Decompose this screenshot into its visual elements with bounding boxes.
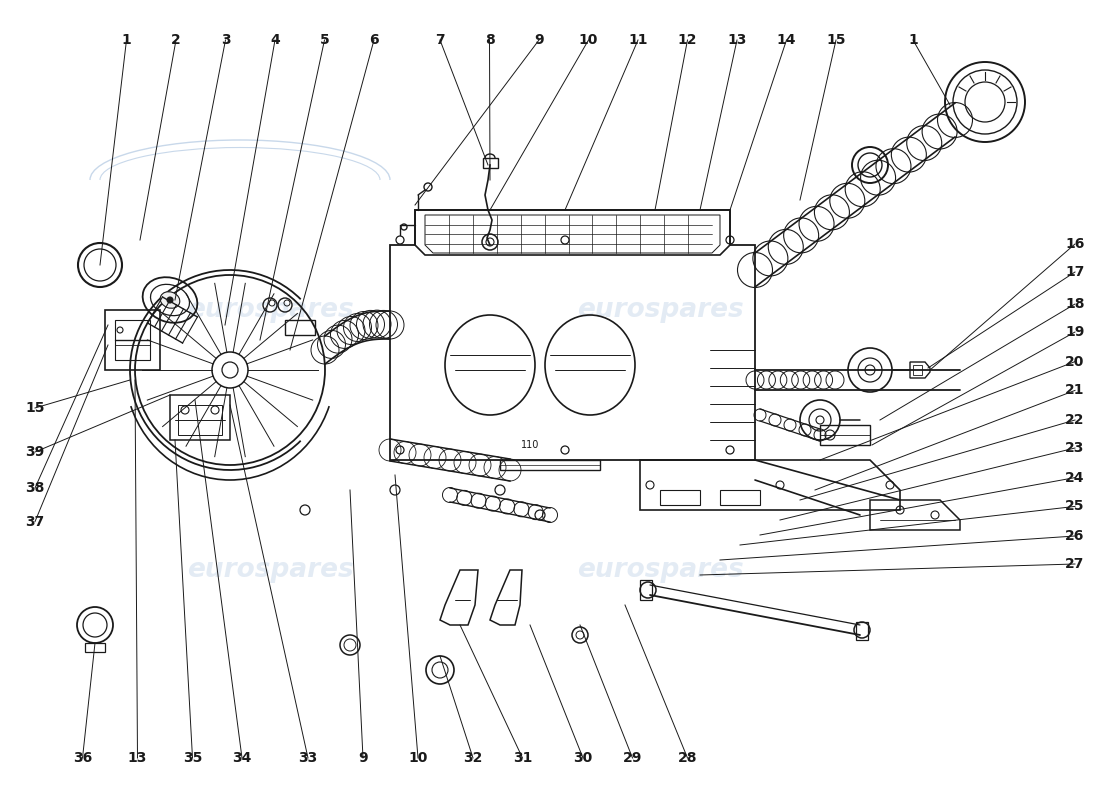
Text: 31: 31 [513,751,532,765]
Text: 13: 13 [727,33,747,47]
Text: 9: 9 [359,751,367,765]
Text: 15: 15 [25,401,45,415]
Text: 9: 9 [535,33,543,47]
Text: 35: 35 [183,751,202,765]
Ellipse shape [161,292,179,308]
Text: 25: 25 [1065,499,1085,514]
Text: 16: 16 [1065,237,1085,251]
Text: 4: 4 [271,33,279,47]
Text: eurospares: eurospares [576,297,744,323]
Text: 18: 18 [1065,297,1085,311]
Text: 30: 30 [573,751,593,765]
Text: 28: 28 [678,751,697,765]
Text: 10: 10 [408,751,428,765]
Text: 37: 37 [25,514,45,529]
Circle shape [167,297,173,303]
Text: 24: 24 [1065,470,1085,485]
Text: 7: 7 [436,33,444,47]
Text: 32: 32 [463,751,483,765]
Text: 21: 21 [1065,383,1085,398]
Text: 2: 2 [172,33,180,47]
Text: 1: 1 [122,33,131,47]
Text: 27: 27 [1065,557,1085,571]
Text: 6: 6 [370,33,378,47]
Text: eurospares: eurospares [576,557,744,583]
Text: 15: 15 [826,33,846,47]
Text: 39: 39 [25,445,45,459]
Text: 5: 5 [320,33,329,47]
Text: eurospares: eurospares [187,297,353,323]
Text: 38: 38 [25,481,45,495]
Text: 20: 20 [1065,354,1085,369]
Text: 22: 22 [1065,413,1085,427]
Text: 12: 12 [678,33,697,47]
Text: 3: 3 [221,33,230,47]
Text: 11: 11 [628,33,648,47]
Text: 8: 8 [485,33,494,47]
Text: 10: 10 [579,33,598,47]
Text: 13: 13 [128,751,147,765]
Text: 23: 23 [1065,441,1085,455]
Text: 14: 14 [777,33,796,47]
Text: 26: 26 [1065,529,1085,543]
Text: 34: 34 [232,751,252,765]
Text: eurospares: eurospares [187,557,353,583]
Text: 19: 19 [1065,325,1085,339]
Text: 17: 17 [1065,265,1085,279]
Text: 110: 110 [520,440,539,450]
Text: 29: 29 [623,751,642,765]
Text: 33: 33 [298,751,318,765]
Text: 1: 1 [909,33,917,47]
Text: 36: 36 [73,751,92,765]
